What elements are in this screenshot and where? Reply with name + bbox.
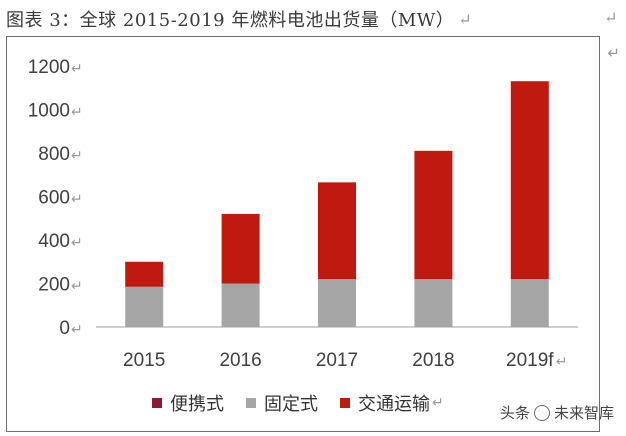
return-mark-icon: ↵ [432,395,444,411]
x-tick-label: 2019f [506,350,554,371]
watermark-prefix: 头条 [500,404,531,422]
bar-固定式-2016 [221,283,260,327]
legend-label: 固定式 [264,394,318,415]
figure-title-text: 图表 3：全球 2015-2019 年燃料电池出货量（MW） [6,10,455,31]
bar-交通运输-2018 [414,150,453,280]
bar-固定式-2019f [510,279,549,327]
legend-swatch [152,398,162,408]
legend-item: 交通运输 ↵ [340,390,444,416]
return-mark-icon: ↵ [71,192,83,208]
y-tick-label: 200 [38,275,70,296]
watermark-logo-icon [534,404,551,421]
y-tick-label: 1200 [28,57,70,78]
bar-固定式-2015 [125,286,164,327]
bar-交通运输-2017 [318,182,356,280]
watermark-name: 未来智库 [554,404,615,422]
return-mark-icon: ↵ [604,8,618,27]
watermark: 头条 未来智库 [500,402,614,423]
legend-swatch [246,398,256,408]
return-mark-icon: ↵ [556,354,568,370]
bar-固定式-2017 [318,279,356,327]
y-tick-label: 600 [38,188,70,209]
return-mark-icon: ↵ [71,279,83,295]
legend-item: 固定式 [246,390,318,416]
return-mark-icon: ↵ [458,9,473,29]
y-tick-label: 0 [59,318,70,339]
return-mark-icon: ↵ [71,322,83,338]
bar-交通运输-2019f [510,81,549,280]
legend-item: 便携式 [152,390,224,416]
return-mark-icon: ↵ [71,105,83,121]
bar-交通运输-2015 [125,261,164,287]
return-mark-icon: ↵ [71,235,83,251]
y-tick-label: 800 [38,144,70,165]
x-tick-label: 2015 [123,350,165,371]
legend-label: 交通运输 [358,394,430,415]
y-tick-label: 1000 [28,101,70,122]
y-tick-label: 400 [38,231,70,252]
chart-frame [6,36,600,432]
bar-固定式-2018 [414,279,453,327]
legend-label: 便携式 [170,394,224,415]
x-tick-label: 2016 [219,350,261,371]
return-mark-icon: ↵ [71,61,83,77]
bar-交通运输-2016 [221,213,260,284]
return-mark-icon: ↵ [607,44,620,62]
x-tick-label: 2018 [412,350,454,371]
chart-legend: 便携式 固定式 交通运输 ↵ [152,390,466,416]
figure-title: 图表 3：全球 2015-2019 年燃料电池出货量（MW） ↵ ↵ [6,4,620,34]
return-mark-icon: ↵ [71,148,83,164]
x-tick-label: 2017 [316,350,358,371]
legend-swatch [340,398,350,408]
